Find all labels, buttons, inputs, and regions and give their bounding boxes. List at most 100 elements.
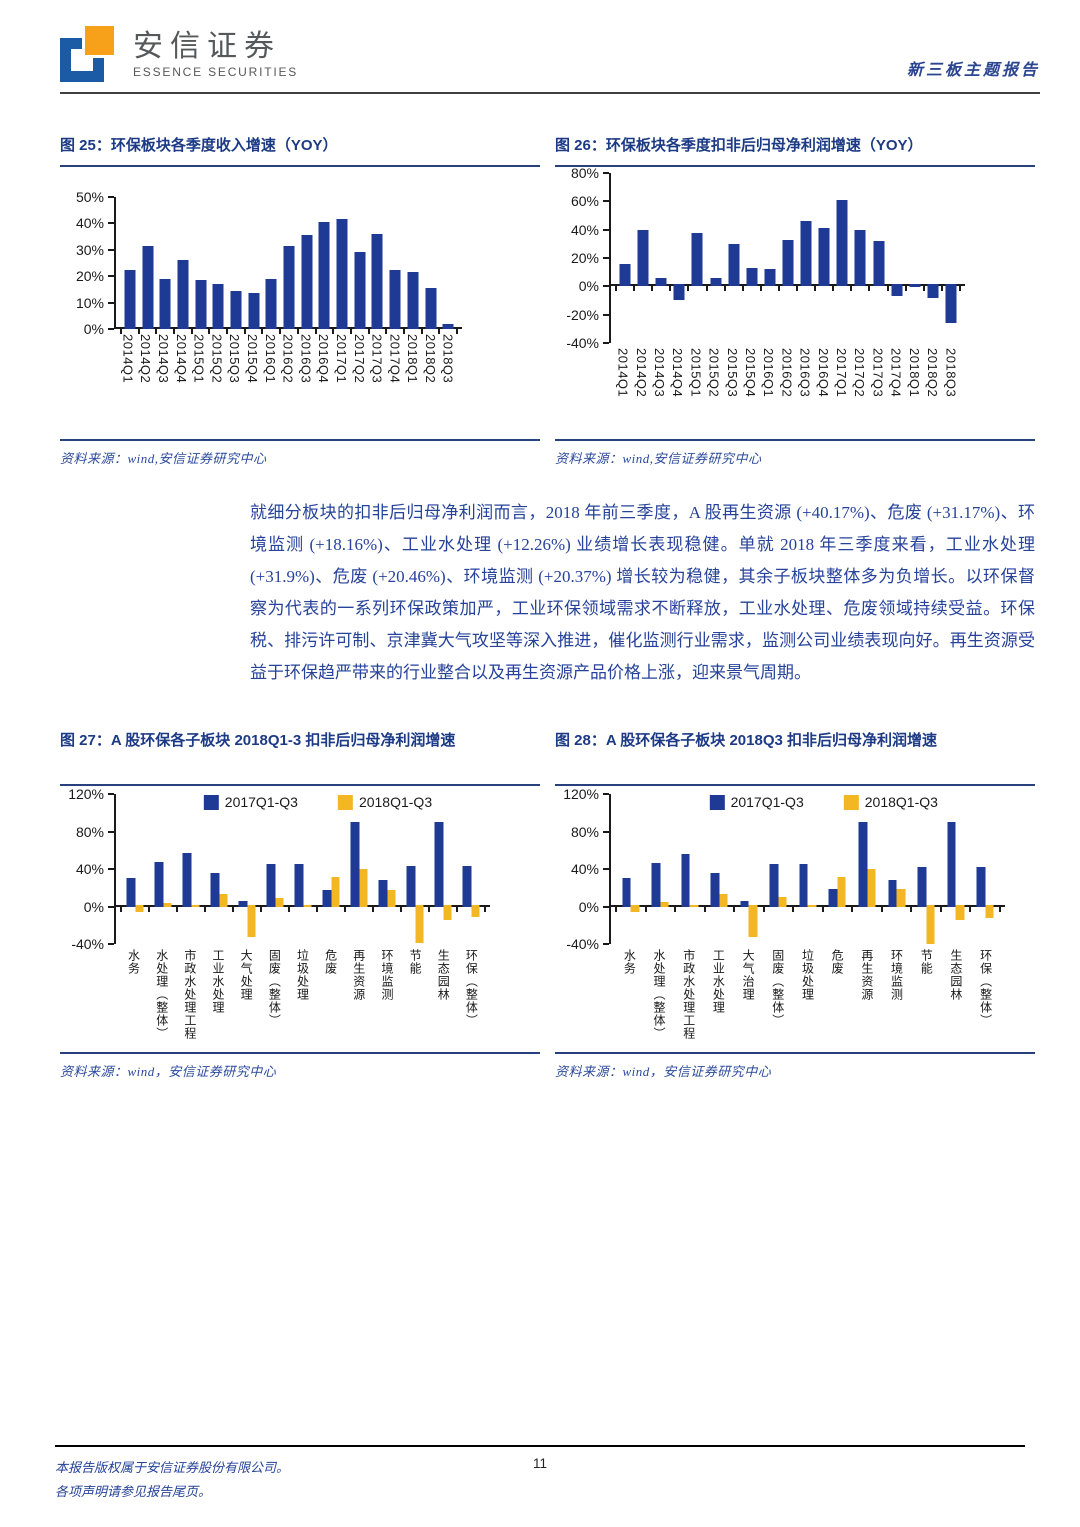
bar-pair (836, 173, 848, 343)
bar-pair (283, 197, 295, 329)
x-tick-mark (703, 906, 706, 912)
figure-27-source: 资料来源：wind，安信证券研究中心 (60, 1052, 540, 1080)
bar-group (833, 173, 851, 343)
bar (818, 228, 830, 287)
bar-group (174, 197, 192, 329)
x-tick-label: 节能 (401, 949, 429, 1053)
bar-pair (651, 794, 669, 944)
bar (303, 904, 312, 907)
x-tick-mark (260, 906, 262, 912)
x-tick-mark (349, 329, 352, 334)
bar (947, 822, 956, 907)
y-tick-mark (108, 196, 114, 198)
bar (630, 904, 640, 912)
x-tick-label: 2014Q4 (669, 348, 687, 438)
bar (359, 869, 368, 907)
x-tick-text: 危废 (323, 949, 338, 975)
bar (719, 894, 728, 907)
x-tick-mark (851, 906, 854, 912)
x-tick-label: 2014Q2 (632, 348, 650, 438)
bar (828, 888, 838, 907)
legend-swatch (337, 794, 353, 810)
x-tick-mark (456, 329, 458, 334)
x-tick-mark (723, 286, 726, 292)
bar (247, 904, 256, 938)
x-tick-mark (868, 286, 871, 292)
y-tick-mark (108, 943, 114, 945)
bar-group (705, 794, 735, 944)
x-tick-text: 水处理（整体） (154, 949, 169, 1040)
legend-item: 2017Q1-Q3 (709, 794, 804, 810)
x-tick-text: 2016Q1 (761, 348, 777, 398)
legend-item: 2018Q1-Q3 (337, 794, 433, 810)
bar (858, 822, 868, 907)
page-number: 11 (532, 1456, 547, 1472)
x-tick-text: 2015Q3 (724, 348, 740, 398)
bar-pair (728, 173, 740, 343)
bar-pair (265, 197, 277, 329)
x-tick-label: 2015Q4 (244, 334, 262, 432)
bar-pair (891, 173, 903, 343)
bar (691, 232, 703, 287)
bar-pair (159, 197, 171, 329)
bar-group (823, 794, 853, 944)
bar (163, 902, 172, 907)
bar-pair (301, 197, 313, 329)
x-tick-label: 2014Q3 (155, 334, 173, 432)
y-tick-label: -20% (566, 306, 599, 323)
brand-logo: 安信证券 ESSENCE SECURITIES (60, 26, 298, 84)
bar (926, 904, 935, 944)
bar (867, 869, 876, 907)
x-tick-mark (832, 286, 835, 292)
bar-group (263, 197, 281, 329)
x-tick-text: 2016Q3 (298, 334, 314, 384)
legend-label: 2018Q1-Q3 (358, 794, 433, 810)
bar-pair (927, 173, 939, 343)
x-tick-text: 2017Q1 (333, 334, 349, 384)
figure-28-source: 资料来源：wind，安信证券研究中心 (555, 1052, 1035, 1080)
x-tick-mark (288, 906, 290, 912)
bar (945, 284, 957, 323)
bar-pair (406, 794, 424, 944)
x-tick-label: 危废 (822, 949, 852, 1053)
x-tick-mark (428, 906, 430, 912)
y-tick-label: 0% (83, 321, 104, 337)
y-tick-label: 30% (75, 241, 104, 258)
bar-group (779, 173, 797, 343)
bar-pair (354, 197, 366, 329)
page-footer: 11 本报告版权属于安信证券股份有限公司。 各项声明请参见报告尾页。 (55, 1445, 1025, 1503)
x-tick-text: 危废 (830, 949, 845, 975)
x-tick-text: 2014Q3 (652, 348, 667, 398)
body-paragraph: 就细分板块的扣非后归母净利润而言，2018 年前三季度，A 股再生资源 (+40… (250, 503, 1035, 682)
x-tick-label: 生态园林 (941, 949, 971, 1053)
bar-group (616, 173, 634, 343)
x-tick-text: 2015Q1 (191, 334, 207, 384)
x-tick-text: 2014Q1 (615, 348, 631, 398)
bar-pair (888, 794, 906, 944)
x-tick-text: 2017Q4 (387, 334, 403, 384)
x-tick-mark (243, 329, 246, 334)
bars (116, 197, 462, 329)
x-axis-labels: 水务 水处理（整体） 市政水处理工程 工业水处理 大气处理 固废（整体） 垃圾处理 危废 再生资… (114, 949, 490, 1053)
x-tick-text: 市政水处理工程 (182, 949, 197, 1040)
bar (415, 904, 424, 943)
bar-pair (945, 173, 957, 343)
x-tick-label: 2016Q2 (279, 334, 297, 432)
bar (799, 864, 808, 907)
plot-area (603, 172, 965, 344)
x-tick-label: 工业水处理 (703, 949, 733, 1053)
bar (622, 878, 631, 907)
x-tick-text: 2016Q4 (815, 348, 831, 398)
y-tick-label: 50% (75, 189, 104, 205)
x-tick-mark (314, 329, 317, 334)
x-tick-text: 水务 (622, 949, 637, 975)
x-tick-text: 2018Q2 (925, 348, 941, 398)
y-tick-mark (603, 905, 609, 908)
y-tick-label: 80% (570, 823, 599, 840)
bar (407, 272, 419, 329)
x-tick-text: 2015Q4 (743, 348, 759, 398)
x-tick-mark (420, 329, 423, 334)
bar (389, 269, 401, 329)
bar-group (156, 197, 174, 329)
bar (807, 904, 817, 908)
